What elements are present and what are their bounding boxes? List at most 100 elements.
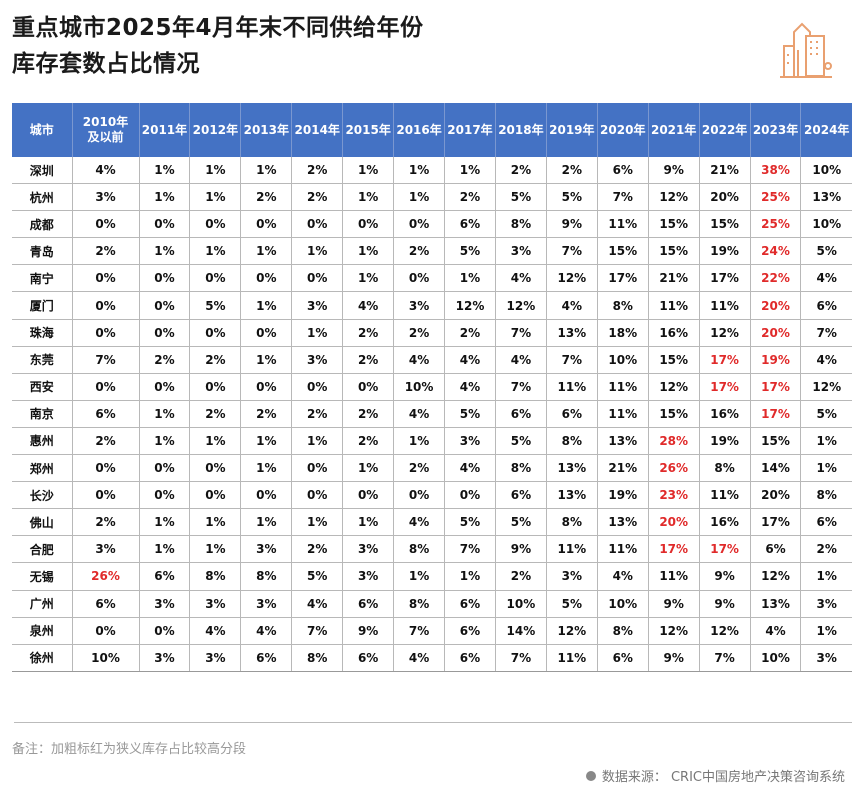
value-cell: 1% [189, 237, 241, 266]
value-cell: 8% [494, 210, 547, 239]
value-cell: 3% [545, 562, 598, 591]
value-cell: 1% [800, 454, 852, 483]
value-cell: 1% [800, 562, 852, 591]
value-cell: 11% [698, 291, 751, 320]
table-row: 珠海 0% 0% 0% 0% 1% 2% 2% 2% 7% 13% 18% 16% 12% 20% 7% [12, 319, 852, 347]
value-cell: 1% [291, 508, 343, 537]
table-row: 东莞 7% 2% 2% 1% 3% 2% 4% 4% 4% 7% 10% 15% 17% 19% 4% [12, 346, 852, 374]
value-cell: 11% [545, 373, 598, 401]
value-cell: 4% [800, 264, 852, 293]
value-cell: 1% [138, 427, 190, 456]
value-cell: 4% [393, 346, 445, 374]
value-cell: 6% [494, 481, 547, 510]
value-cell: 19% [749, 346, 801, 374]
value-cell: 7% [545, 346, 598, 374]
value-cell: 8% [494, 454, 547, 483]
value-cell: 0% [138, 319, 190, 347]
value-cell: 24% [749, 237, 801, 266]
value-cell: 2% [444, 183, 496, 212]
value-cell: 2% [342, 400, 394, 428]
city-cell: 西安 [12, 373, 72, 401]
value-cell: 3% [240, 535, 292, 564]
value-cell: 26% [71, 562, 139, 591]
value-cell: 1% [189, 183, 241, 212]
table-row: 南京 6% 1% 2% 2% 2% 2% 4% 5% 6% 6% 11% 15% 16% 17% 5% [12, 400, 852, 428]
value-cell: 9% [647, 644, 700, 672]
value-cell: 1% [240, 291, 292, 320]
value-cell: 16% [647, 319, 700, 347]
column-header: 2017年 [444, 103, 496, 157]
value-cell: 17% [749, 373, 801, 401]
value-cell: 12% [800, 373, 852, 401]
value-cell: 1% [138, 157, 190, 185]
value-cell: 12% [698, 319, 751, 347]
table-row: 合肥 3% 1% 1% 3% 2% 3% 8% 7% 9% 11% 11% 17% 17% 6% 2% [12, 535, 852, 564]
value-cell: 1% [240, 454, 292, 483]
value-cell: 2% [393, 454, 445, 483]
value-cell: 1% [342, 508, 394, 537]
value-cell: 6% [800, 508, 852, 537]
data-source-text: 数据来源： CRIC中国房地产决策咨询系统 [601, 770, 845, 785]
value-cell: 0% [71, 210, 139, 239]
value-cell: 5% [545, 590, 598, 618]
value-cell: 0% [189, 373, 241, 401]
value-cell: 1% [138, 183, 190, 212]
value-cell: 7% [71, 346, 139, 374]
value-cell: 0% [291, 481, 343, 510]
value-cell: 2% [71, 237, 139, 266]
value-cell: 0% [240, 264, 292, 293]
value-cell: 10% [71, 644, 139, 672]
value-cell: 1% [342, 183, 394, 212]
value-cell: 17% [749, 400, 801, 428]
value-cell: 3% [291, 291, 343, 320]
column-header: 2011年 [138, 103, 190, 157]
value-cell: 3% [494, 237, 547, 266]
bullet-icon [585, 770, 596, 781]
value-cell: 0% [240, 481, 292, 510]
value-cell: 15% [647, 210, 700, 239]
value-cell: 7% [596, 183, 649, 212]
value-cell: 2% [71, 508, 139, 537]
footer-divider [14, 722, 852, 723]
value-cell: 1% [240, 346, 292, 374]
value-cell: 3% [342, 535, 394, 564]
value-cell: 0% [138, 291, 190, 320]
value-cell: 0% [342, 210, 394, 239]
value-cell: 2% [545, 157, 598, 185]
city-cell: 杭州 [12, 183, 72, 212]
value-cell: 8% [545, 427, 598, 456]
value-cell: 16% [698, 508, 751, 537]
value-cell: 1% [189, 157, 241, 185]
value-cell: 18% [596, 319, 649, 347]
value-cell: 13% [545, 319, 598, 347]
table-header-row: 城市 2010年 及以前 2011年 2012年 2013年 2014年 2015年 2016年… [12, 103, 852, 157]
value-cell: 5% [291, 562, 343, 591]
city-cell: 青岛 [12, 237, 72, 266]
value-cell: 3% [240, 590, 292, 618]
value-cell: 0% [393, 210, 445, 239]
value-cell: 2% [71, 427, 139, 456]
value-cell: 0% [71, 291, 139, 320]
value-cell: 1% [342, 264, 394, 293]
value-cell: 8% [393, 590, 445, 618]
value-cell: 12% [647, 373, 700, 401]
value-cell: 6% [444, 617, 496, 645]
value-cell: 6% [138, 562, 190, 591]
value-cell: 12% [647, 617, 700, 645]
value-cell: 3% [138, 644, 190, 672]
value-cell: 7% [494, 319, 547, 347]
value-cell: 1% [240, 508, 292, 537]
value-cell: 8% [698, 454, 751, 483]
value-cell: 17% [698, 346, 751, 374]
value-cell: 6% [342, 590, 394, 618]
value-cell: 4% [444, 454, 496, 483]
value-cell: 3% [444, 427, 496, 456]
page-title: 重点城市2025年4月年末不同供给年份 库存套数占比情况 [12, 10, 424, 82]
value-cell: 9% [494, 535, 547, 564]
value-cell: 13% [800, 183, 852, 212]
value-cell: 0% [240, 373, 292, 401]
value-cell: 0% [71, 264, 139, 293]
value-cell: 0% [189, 264, 241, 293]
value-cell: 8% [240, 562, 292, 591]
value-cell: 0% [138, 454, 190, 483]
